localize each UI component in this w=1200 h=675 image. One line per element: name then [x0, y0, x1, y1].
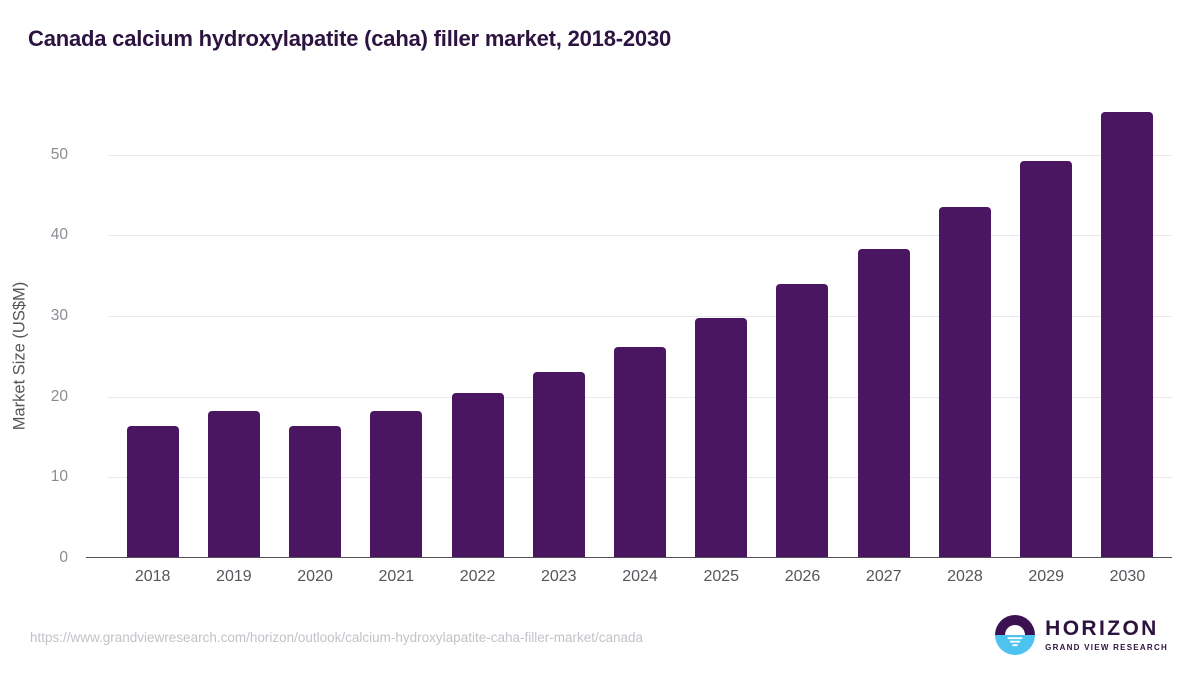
x-axis-tick-label: 2029: [1028, 568, 1064, 585]
bar-slot: [193, 111, 274, 558]
bar-slot: [924, 111, 1005, 558]
x-axis-tick-label: 2027: [865, 568, 902, 585]
x-axis-line: [86, 556, 1172, 558]
x-axis-tick-label: 2020: [297, 568, 333, 585]
bar-slot: [274, 111, 355, 558]
bar[interactable]: [126, 426, 179, 558]
x-axis-tick-label: 2030: [1109, 568, 1146, 585]
bar[interactable]: [938, 207, 991, 558]
bar-slot: [599, 111, 680, 558]
y-axis-tick-label: 40: [50, 226, 68, 244]
bar-series: [108, 111, 1172, 558]
x-axis-tick-label: 2021: [378, 568, 415, 585]
bar-slot: [112, 111, 193, 558]
bar[interactable]: [857, 248, 910, 558]
bar-slot: [437, 111, 518, 558]
bar-slot: [518, 111, 599, 558]
gridline: [108, 154, 1172, 156]
bar[interactable]: [1020, 161, 1073, 558]
x-axis-ticks: 2018 2019 2020 2021 2022 2023 2024 2025 2026 2027…: [108, 568, 1172, 586]
bar[interactable]: [451, 393, 504, 558]
brand-logo: HORIZON GRAND VIEW RESEARCH: [994, 614, 1168, 656]
gridline: [108, 235, 1172, 237]
x-axis-tick-label: 2018: [134, 568, 171, 585]
x-axis-tick-label: 2024: [622, 568, 658, 585]
logo-wordmark: HORIZON: [1045, 617, 1159, 640]
y-axis-title: Market Size (US$M): [10, 281, 29, 431]
page-title: Canada calcium hydroxylapatite (caha) fi…: [28, 26, 672, 51]
x-axis-tick-label: 2022: [459, 568, 496, 585]
bar-slot: [762, 111, 843, 558]
bar-slot: [1087, 111, 1168, 558]
bar[interactable]: [776, 284, 829, 558]
y-axis-tick-label: 20: [50, 387, 68, 405]
bar[interactable]: [207, 411, 260, 558]
bar[interactable]: [289, 426, 342, 558]
plot-area: 0 10 20 30 40 50: [51, 111, 1172, 566]
horizon-logo-icon: [995, 615, 1036, 655]
bar-slot: [1006, 111, 1087, 558]
gridline: [108, 315, 1172, 317]
x-axis-tick-label: 2019: [216, 568, 252, 585]
y-axis-tick-label: 0: [59, 549, 68, 566]
bar[interactable]: [695, 317, 748, 558]
bar[interactable]: [370, 411, 423, 558]
y-axis-tick-label: 30: [50, 306, 68, 324]
x-axis-tick-label: 2026: [784, 568, 821, 585]
bar-slot: [843, 111, 924, 558]
bar[interactable]: [1101, 111, 1154, 558]
x-axis-tick-label: 2023: [540, 568, 577, 585]
y-axis-tick-label: 50: [50, 145, 68, 163]
bar-slot: [681, 111, 762, 558]
bar[interactable]: [614, 346, 667, 558]
y-axis-tick-label: 10: [50, 468, 68, 486]
x-axis-tick-label: 2025: [703, 568, 740, 585]
logo-text: HORIZON GRAND VIEW RESEARCH: [1045, 618, 1168, 652]
bar-slot: [356, 111, 437, 558]
bar[interactable]: [532, 372, 585, 558]
x-axis-tick-label: 2028: [947, 568, 983, 585]
source-url[interactable]: https://www.grandviewresearch.com/horizo…: [30, 630, 644, 645]
logo-tagline: GRAND VIEW RESEARCH: [1045, 643, 1168, 652]
